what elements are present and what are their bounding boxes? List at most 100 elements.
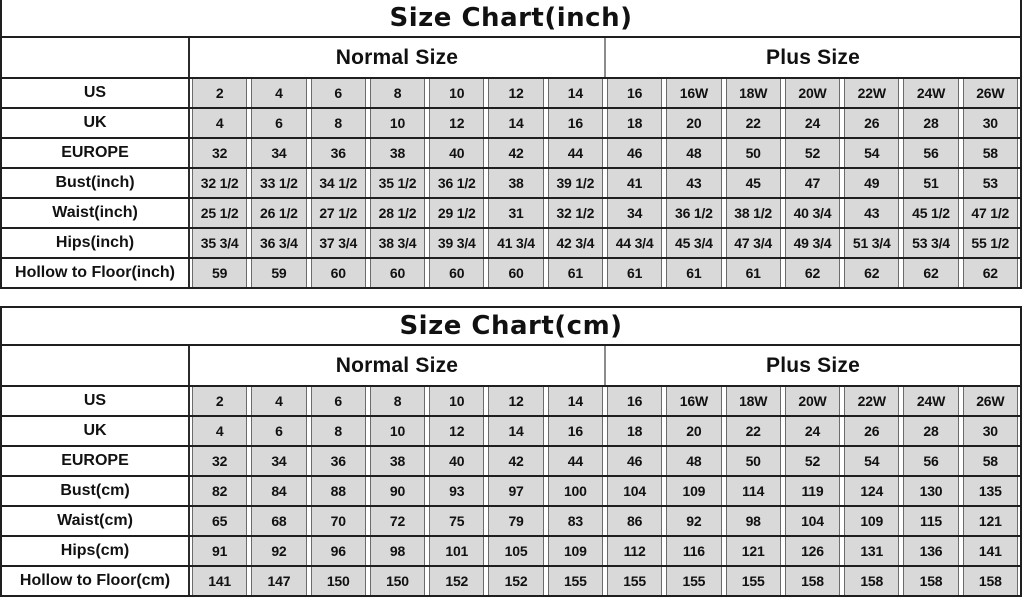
size-cell: 158 (784, 567, 841, 595)
size-cell: 16 (547, 109, 603, 137)
size-cell: 93 (429, 477, 485, 505)
size-cell: 26 (844, 417, 900, 445)
size-cell: 124 (844, 477, 900, 505)
row-label: UK (2, 109, 190, 137)
size-cell: 65 (192, 507, 248, 535)
size-cell: 26W (962, 387, 1018, 415)
size-cell: 46 (606, 447, 663, 475)
size-cell: 18W (725, 387, 781, 415)
size-cell: 150 (310, 567, 366, 595)
size-cell: 27 1/2 (310, 199, 366, 227)
size-cell: 10 (429, 387, 485, 415)
size-cell: 4 (251, 79, 307, 107)
table-row: Waist(inch) 25 1/2 26 1/2 27 1/2 28 1/2 29 1/… (2, 199, 1020, 229)
size-cell: 4 (192, 417, 248, 445)
size-cell: 36 3/4 (251, 229, 307, 257)
size-cell: 35 1/2 (369, 169, 426, 197)
size-cell: 55 1/2 (962, 229, 1018, 257)
size-cell: 62 (784, 259, 841, 287)
row-label: Hollow to Floor(inch) (2, 259, 190, 287)
size-cell: 8 (369, 387, 426, 415)
size-cell: 14 (547, 79, 603, 107)
size-cell: 25 1/2 (192, 199, 248, 227)
size-cell: 48 (666, 447, 722, 475)
table-row: US 2 4 6 8 10 12 14 16 16W 18W 20W 22W 24W 26W (2, 387, 1020, 417)
size-cell: 8 (310, 109, 366, 137)
size-cell: 52 (784, 447, 841, 475)
size-cell: 40 3/4 (784, 199, 841, 227)
table-row: UK 4 6 8 10 12 14 16 18 20 22 24 26 28 30 (2, 417, 1020, 447)
size-cell: 42 (488, 447, 544, 475)
size-cell: 49 (844, 169, 900, 197)
size-cell: 46 (606, 139, 663, 167)
size-cell: 20W (784, 79, 841, 107)
size-cell: 61 (606, 259, 663, 287)
size-cell: 109 (666, 477, 722, 505)
size-cell: 44 (547, 447, 603, 475)
size-cell: 36 1/2 (429, 169, 485, 197)
size-chart-inch-section: Size Chart(inch) Normal Size Plus Size US 2… (0, 0, 1022, 289)
size-cell: 40 (429, 139, 485, 167)
size-cell: 22W (844, 79, 900, 107)
size-cell: 38 (488, 169, 544, 197)
size-cell: 92 (666, 507, 722, 535)
table-gap (0, 289, 1024, 306)
size-cell: 104 (784, 507, 841, 535)
row-label: Bust(inch) (2, 169, 190, 197)
size-cell: 116 (666, 537, 722, 565)
size-cell: 47 (784, 169, 841, 197)
size-cell: 16W (666, 79, 722, 107)
table-row: Hips(cm) 91 92 96 98 101 105 109 112 116 121 126 131… (2, 537, 1020, 567)
size-cell: 2 (192, 387, 248, 415)
size-cell: 50 (725, 447, 781, 475)
size-cell: 119 (784, 477, 841, 505)
size-cell: 121 (725, 537, 781, 565)
group-header-normal-size: Normal Size (190, 346, 606, 385)
size-cell: 53 (962, 169, 1018, 197)
row-label: Hollow to Floor(cm) (2, 567, 190, 595)
size-cell: 61 (725, 259, 781, 287)
table-row: EUROPE 32 34 36 38 40 42 44 46 48 50 52 54 56 58 (2, 447, 1020, 477)
size-cell: 47 3/4 (725, 229, 781, 257)
size-cell: 141 (192, 567, 248, 595)
size-cell: 28 (903, 417, 959, 445)
size-cell: 60 (369, 259, 426, 287)
size-cell: 136 (903, 537, 959, 565)
size-cell: 6 (310, 79, 366, 107)
size-cell: 34 (251, 447, 307, 475)
size-cell: 56 (903, 139, 959, 167)
size-cell: 62 (903, 259, 959, 287)
size-cell: 82 (192, 477, 248, 505)
row-label: Bust(cm) (2, 477, 190, 505)
size-cell: 34 (606, 199, 663, 227)
size-cell: 34 1/2 (310, 169, 366, 197)
size-cell: 98 (369, 537, 426, 565)
size-cell: 115 (903, 507, 959, 535)
size-cell: 152 (488, 567, 544, 595)
size-cell: 12 (488, 79, 544, 107)
size-cell: 38 1/2 (725, 199, 781, 227)
table-row: EUROPE 32 34 36 38 40 42 44 46 48 50 52 54 56 58 (2, 139, 1020, 169)
size-cell: 26W (962, 79, 1018, 107)
size-cell: 24W (903, 387, 959, 415)
size-cell: 38 (369, 447, 426, 475)
size-cell: 96 (310, 537, 366, 565)
size-cell: 79 (488, 507, 544, 535)
size-cell: 135 (962, 477, 1018, 505)
size-cell: 58 (962, 139, 1018, 167)
size-cell: 45 1/2 (903, 199, 959, 227)
size-cell: 22W (844, 387, 900, 415)
size-cell: 20W (784, 387, 841, 415)
size-cell: 6 (251, 417, 307, 445)
size-cell: 70 (310, 507, 366, 535)
size-cell: 158 (844, 567, 900, 595)
size-cell: 72 (369, 507, 426, 535)
size-cell: 97 (488, 477, 544, 505)
size-cell: 36 1/2 (666, 199, 722, 227)
size-cell: 60 (429, 259, 485, 287)
size-cell: 155 (666, 567, 722, 595)
size-cell: 18W (725, 79, 781, 107)
size-cell: 45 (725, 169, 781, 197)
row-label: US (2, 79, 190, 107)
size-cell: 39 1/2 (547, 169, 603, 197)
